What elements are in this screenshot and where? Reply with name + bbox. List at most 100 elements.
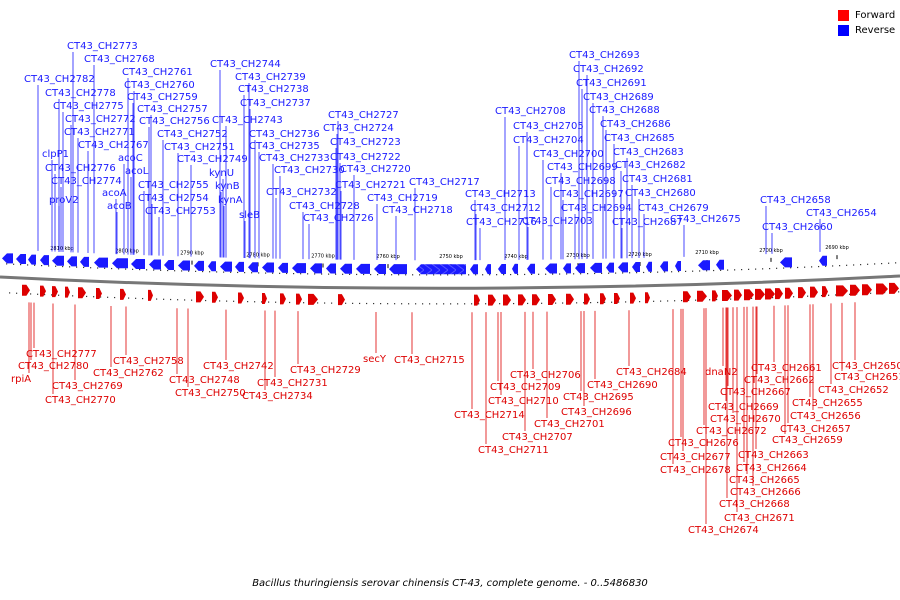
scale-label: 2760 kbp bbox=[376, 254, 400, 260]
minor-tick bbox=[720, 269, 722, 271]
minor-tick bbox=[713, 269, 715, 272]
minor-tick bbox=[370, 273, 372, 276]
minor-tick bbox=[146, 269, 148, 271]
reverse-gene-arrow bbox=[606, 262, 614, 273]
minor-tick bbox=[447, 274, 449, 276]
minor-tick bbox=[755, 268, 757, 270]
forward-gene-arrow bbox=[785, 287, 793, 299]
minor-tick bbox=[387, 303, 389, 305]
reverse-gene-label: CT43_CH2767 bbox=[78, 140, 149, 151]
forward-gene-arrow bbox=[722, 289, 732, 301]
forward-gene-label: CT43_CH2762 bbox=[93, 368, 164, 379]
reverse-gene-label: CT43_CH2691 bbox=[576, 78, 647, 89]
forward-gene-label: CT43_CH2729 bbox=[290, 365, 361, 376]
minor-tick bbox=[559, 273, 561, 275]
reverse-gene-label: CT43_CH2720 bbox=[340, 164, 411, 175]
reverse-gene-arrow bbox=[94, 257, 108, 268]
minor-tick bbox=[664, 271, 666, 273]
reverse-gene-label: CT43_CH2689 bbox=[583, 92, 654, 103]
forward-gene-arrow bbox=[518, 294, 526, 306]
minor-tick bbox=[34, 264, 36, 266]
minor-tick bbox=[30, 293, 32, 295]
minor-tick bbox=[734, 269, 736, 271]
forward-gene-arrow bbox=[503, 294, 511, 306]
minor-tick bbox=[478, 303, 480, 305]
minor-tick bbox=[83, 266, 85, 269]
minor-tick bbox=[594, 272, 596, 275]
forward-gene-arrow bbox=[566, 293, 574, 305]
minor-tick bbox=[510, 273, 512, 276]
minor-tick bbox=[97, 267, 99, 269]
minor-tick bbox=[503, 274, 505, 276]
forward-gene-label: CT43_CH2742 bbox=[203, 361, 274, 372]
minor-tick bbox=[471, 303, 473, 305]
forward-gene-arrow bbox=[338, 294, 345, 306]
reverse-gene-label: CT43_CH2685 bbox=[604, 133, 675, 144]
minor-tick bbox=[888, 262, 890, 264]
forward-gene-arrow bbox=[584, 293, 590, 305]
minor-tick bbox=[72, 295, 74, 297]
reverse-gene-arrow bbox=[618, 262, 628, 273]
minor-tick bbox=[139, 268, 141, 271]
minor-tick bbox=[426, 274, 428, 276]
forward-gene-label: CT43_CH2657 bbox=[780, 424, 851, 435]
forward-gene-label: CT43_CH2661 bbox=[751, 363, 822, 374]
forward-gene-label: CT43_CH2674 bbox=[688, 525, 759, 536]
scale-label: 2780 kbp bbox=[246, 252, 270, 258]
reverse-gene-arrow bbox=[262, 262, 274, 273]
reverse-gene-label: CT43_CH2730 bbox=[274, 165, 345, 176]
reverse-gene-label: CT43_CH2723 bbox=[330, 137, 401, 148]
forward-gene-arrow bbox=[645, 292, 650, 304]
minor-tick bbox=[821, 294, 823, 297]
reverse-gene-label: CT43_CH2761 bbox=[122, 67, 193, 78]
reverse-gene-label: CT43_CH2713 bbox=[465, 189, 536, 200]
reverse-gene-arrow bbox=[52, 255, 64, 266]
reverse-gene-label: CT43_CH2753 bbox=[145, 206, 216, 217]
reverse-gene-label: CT43_CH2698 bbox=[545, 176, 616, 187]
scale-label: 2710 kbp bbox=[695, 250, 719, 256]
forward-gene-arrow bbox=[548, 294, 556, 306]
minor-tick bbox=[513, 302, 515, 305]
legend-item-reverse: Reverse bbox=[838, 23, 895, 38]
reverse-gene-label: CT43_CH2699 bbox=[547, 162, 618, 173]
minor-tick bbox=[174, 270, 176, 272]
minor-tick bbox=[762, 268, 764, 270]
minor-tick bbox=[832, 265, 834, 267]
minor-tick bbox=[716, 298, 718, 301]
minor-tick bbox=[153, 269, 155, 271]
reverse-gene-arrow bbox=[149, 259, 161, 270]
reverse-gene-arrow bbox=[310, 263, 322, 274]
forward-gene-arrow bbox=[22, 284, 30, 296]
forward-gene-label: CT43_CH2669 bbox=[708, 402, 779, 413]
minor-tick bbox=[90, 267, 92, 269]
reverse-gene-arrow bbox=[235, 261, 244, 272]
minor-tick bbox=[188, 270, 190, 272]
minor-tick bbox=[366, 302, 368, 305]
reverse-gene-label: CT43_CH2743 bbox=[212, 115, 283, 126]
reverse-gene-arrow bbox=[389, 264, 407, 275]
minor-tick bbox=[55, 265, 57, 267]
minor-tick bbox=[566, 273, 568, 275]
minor-tick bbox=[114, 296, 116, 299]
minor-tick bbox=[142, 297, 144, 300]
forward-gene-arrow bbox=[775, 288, 783, 300]
minor-tick bbox=[272, 272, 274, 274]
forward-gene-arrow bbox=[532, 294, 540, 306]
forward-gene-label: CT43_CH2696 bbox=[561, 407, 632, 418]
reverse-gene-arrow bbox=[208, 261, 216, 272]
reverse-gene-arrow bbox=[660, 261, 668, 272]
forward-gene-label: CT43_CH2678 bbox=[660, 465, 731, 476]
reverse-genes bbox=[2, 253, 827, 275]
reverse-gene-label: CT43_CH2694 bbox=[561, 203, 632, 214]
reverse-gene-label: CT43_CH2681 bbox=[622, 174, 693, 185]
minor-tick bbox=[9, 292, 11, 294]
minor-tick bbox=[170, 298, 172, 301]
minor-tick bbox=[86, 295, 88, 298]
minor-tick bbox=[93, 296, 95, 298]
reverse-gene-label: CT43_CH2782 bbox=[24, 74, 95, 85]
legend-item-forward: Forward bbox=[838, 8, 895, 23]
reverse-gene-label: proV2 bbox=[49, 195, 79, 206]
scale-label: 2800 kbp bbox=[115, 249, 139, 255]
reverse-gene-label: CT43_CH2774 bbox=[51, 176, 122, 187]
forward-gene-label: CT43_CH2707 bbox=[502, 432, 573, 443]
